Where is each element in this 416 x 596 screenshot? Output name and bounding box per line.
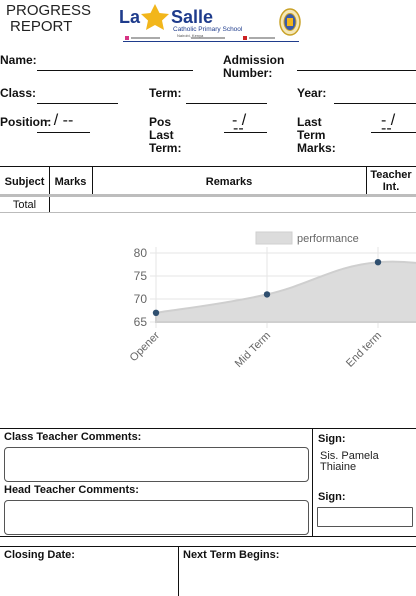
comments-top-border <box>0 428 416 429</box>
pos-last-term-value: - / <box>232 112 247 129</box>
year-label: Year: <box>297 86 327 100</box>
last-term-marks-label: Last Term Marks: <box>297 115 336 155</box>
admission-number-field[interactable] <box>297 70 416 71</box>
name-label: Name: <box>0 53 37 67</box>
x-tick-label: Opener <box>128 329 163 364</box>
y-tick-label: 75 <box>134 269 148 283</box>
table-header-marks: Marks <box>54 176 87 188</box>
pos-last-term-label: Pos Last Term: <box>149 115 182 155</box>
term-field[interactable] <box>186 103 267 104</box>
last-term-marks-total: -- <box>381 120 392 137</box>
logo-brand-la: La <box>119 7 141 27</box>
head-teacher-sign-box[interactable] <box>317 507 413 527</box>
last-term-marks-value: - / <box>381 112 396 129</box>
y-tick-label: 70 <box>134 292 148 306</box>
y-tick-label: 80 <box>134 246 148 260</box>
total-row-bottom <box>0 212 416 213</box>
class-field[interactable] <box>37 103 118 104</box>
head-teacher-comments-box[interactable] <box>4 500 309 535</box>
footer-top-border <box>0 546 416 547</box>
table-top-border <box>0 166 416 167</box>
position-field[interactable] <box>37 132 90 133</box>
logo-address: Nairobi, Kenya <box>177 33 204 38</box>
head-teacher-comments-label: Head Teacher Comments: <box>4 484 139 496</box>
class-teacher-sign-name: Sis. Pamela Thiaine <box>320 450 379 473</box>
y-tick-label: 65 <box>134 315 148 329</box>
logo-brand-salle: Salle <box>171 7 213 27</box>
table-header-remarks: Remarks <box>205 176 253 188</box>
table-header-subject: Subject <box>4 176 45 188</box>
name-field[interactable] <box>37 70 193 71</box>
position-label: Position: <box>0 115 52 129</box>
class-teacher-comments-box[interactable] <box>4 447 309 482</box>
comments-divider <box>312 428 313 536</box>
report-title-line1: PROGRESS <box>6 2 92 19</box>
star-icon <box>141 4 169 30</box>
x-tick-label: End term <box>344 330 384 370</box>
footer-divider <box>178 546 179 596</box>
table-col-divider-1 <box>49 166 50 196</box>
class-teacher-comments-label: Class Teacher Comments: <box>4 431 142 443</box>
school-seal-icon <box>279 8 301 36</box>
legend-label: performance <box>297 233 359 245</box>
table-header-rule <box>0 194 416 197</box>
data-point <box>263 291 271 298</box>
year-field[interactable] <box>334 103 416 104</box>
head-teacher-sign-label: Sign: <box>318 491 346 503</box>
table-col-divider-3 <box>366 166 367 196</box>
total-row-divider <box>49 197 50 213</box>
pos-last-term-field[interactable] <box>224 132 267 133</box>
report-title: PROGRESS REPORT <box>6 3 91 35</box>
class-teacher-sign-label: Sign: <box>318 433 346 445</box>
last-term-marks-field[interactable] <box>371 132 416 133</box>
school-logo: La Salle Catholic Primary School Nairobi… <box>115 2 301 42</box>
admission-number-label: Admission Number: <box>223 53 285 80</box>
legend-swatch <box>255 231 293 245</box>
term-label: Term: <box>149 86 182 100</box>
next-term-label: Next Term Begins: <box>183 549 280 561</box>
x-tick-label: Mid Term <box>233 330 273 370</box>
data-point <box>374 259 382 266</box>
report-title-line2: REPORT <box>10 18 73 35</box>
total-label: Total <box>12 199 37 211</box>
logo-subtitle: Catholic Primary School <box>173 26 243 33</box>
closing-date-label: Closing Date: <box>4 549 75 561</box>
table-header-teacher: Teacher Int. <box>370 169 412 193</box>
table-col-divider-2 <box>92 166 93 196</box>
class-label: Class: <box>0 86 37 100</box>
position-value: - / -- <box>44 112 74 129</box>
data-point <box>152 309 160 316</box>
performance-area <box>155 260 416 323</box>
comments-bottom-border <box>0 536 416 537</box>
pos-last-term-total: -- <box>233 120 244 137</box>
